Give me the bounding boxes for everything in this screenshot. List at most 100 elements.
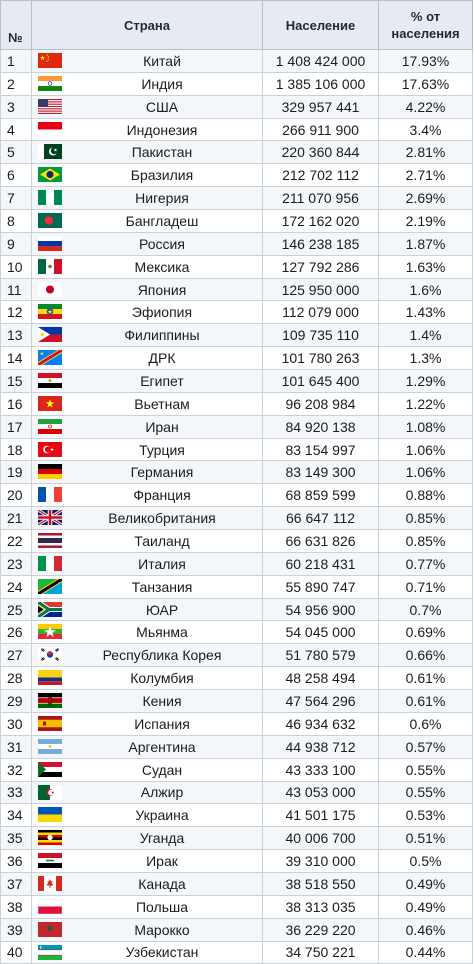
- row-number: 2: [0, 71, 32, 96]
- row-number: 27: [0, 643, 32, 668]
- row-number: 21: [0, 506, 32, 531]
- percent-value: 1.6%: [378, 277, 473, 302]
- country-cell: ДРК: [31, 346, 263, 371]
- table-row: 32 Судан 43 333 100 0.55%: [0, 757, 473, 782]
- population-value: 125 950 000: [262, 277, 379, 302]
- flag-poland-icon: [38, 898, 62, 914]
- country-cell: Турция: [31, 437, 263, 462]
- flag-uzbekistan-icon: [38, 944, 62, 960]
- country-cell: Германия: [31, 460, 263, 485]
- country-cell: Аргентина: [31, 734, 263, 759]
- flag-spain-icon: [38, 715, 62, 731]
- country-name: Индия: [141, 75, 183, 92]
- percent-value: 1.87%: [378, 231, 473, 256]
- population-value: 172 162 020: [262, 209, 379, 233]
- population-value: 220 360 844: [262, 140, 379, 165]
- population-value: 84 920 138: [262, 414, 379, 439]
- percent-value: 2.81%: [378, 140, 473, 165]
- table-row: 26 Мьянма 54 045 000 0.69%: [0, 620, 473, 645]
- flag-china-icon: [38, 53, 62, 68]
- flag-iran-icon: [38, 418, 62, 434]
- population-value: 51 780 579: [262, 643, 379, 668]
- population-value: 211 070 956: [262, 186, 379, 211]
- population-value: 38 313 035: [262, 894, 379, 919]
- row-number: 26: [0, 620, 32, 645]
- country-cell: Испания: [31, 711, 263, 736]
- row-number: 22: [0, 529, 32, 553]
- country-cell: США: [31, 94, 263, 119]
- population-value: 212 702 112: [262, 163, 379, 188]
- table-row: 35 Уганда 40 006 700 0.51%: [0, 826, 473, 851]
- population-value: 329 957 441: [262, 94, 379, 119]
- flag-drc-icon: [38, 350, 62, 366]
- table-row: 17 Иран 84 920 138 1.08%: [0, 414, 473, 439]
- table-row: 27 Республика Корея 51 780 579 0.66%: [0, 643, 473, 668]
- country-cell: Филиппины: [31, 323, 263, 348]
- country-name: Аргентина: [128, 738, 196, 755]
- flag-thailand-icon: [38, 533, 62, 549]
- table-row: 25 ЮАР 54 956 900 0.7%: [0, 597, 473, 622]
- flag-argentina-icon: [38, 738, 62, 754]
- table-row: 5 Пакистан 220 360 844 2.81%: [0, 140, 473, 165]
- flag-usa-icon: [38, 98, 62, 114]
- percent-value: 0.49%: [378, 894, 473, 919]
- row-number: 11: [0, 277, 32, 302]
- country-cell: Индонезия: [31, 117, 263, 142]
- flag-russia-icon: [38, 235, 62, 251]
- population-value: 47 564 296: [262, 689, 379, 713]
- percent-value: 0.61%: [378, 689, 473, 713]
- flag-nigeria-icon: [38, 190, 62, 206]
- country-name: Алжир: [140, 784, 184, 801]
- table-row: 16 Вьетнам 96 208 984 1.22%: [0, 391, 473, 416]
- country-cell: Марокко: [31, 917, 263, 942]
- population-value: 68 859 599: [262, 483, 379, 508]
- flag-south-africa-icon: [38, 601, 62, 617]
- row-number: 8: [0, 209, 32, 233]
- country-name: Эфиопия: [131, 304, 193, 321]
- country-cell: Уганда: [31, 826, 263, 851]
- country-name: Россия: [139, 235, 185, 252]
- flag-egypt-icon: [38, 373, 62, 389]
- percent-value: 3.4%: [378, 117, 473, 142]
- percent-value: 0.7%: [378, 597, 473, 622]
- percent-value: 0.71%: [378, 574, 473, 599]
- row-number: 20: [0, 483, 32, 508]
- row-number: 18: [0, 437, 32, 462]
- country-cell: Судан: [31, 757, 263, 782]
- population-value: 1 385 106 000: [262, 71, 379, 96]
- country-name: Египет: [140, 372, 184, 389]
- population-value: 54 045 000: [262, 620, 379, 645]
- country-cell: Великобритания: [31, 506, 263, 531]
- percent-value: 1.4%: [378, 323, 473, 348]
- percent-value: 0.88%: [378, 483, 473, 508]
- country-name: Германия: [130, 464, 194, 481]
- country-cell: Украина: [31, 803, 263, 828]
- country-name: США: [145, 98, 179, 115]
- percent-value: 1.63%: [378, 254, 473, 279]
- row-number: 25: [0, 597, 32, 622]
- row-number: 17: [0, 414, 32, 439]
- country-name: Танзания: [131, 578, 193, 595]
- flag-vietnam-icon: [38, 395, 62, 411]
- row-number: 33: [0, 780, 32, 805]
- population-value: 40 006 700: [262, 826, 379, 851]
- country-name: Филиппины: [124, 327, 200, 344]
- population-value: 146 238 185: [262, 231, 379, 256]
- table-row: 37 Канада 38 518 550 0.49%: [0, 871, 473, 896]
- percent-value: 1.06%: [378, 437, 473, 462]
- row-number: 10: [0, 254, 32, 279]
- country-name: Марокко: [134, 921, 190, 938]
- country-cell: Пакистан: [31, 140, 263, 165]
- flag-germany-icon: [38, 464, 62, 480]
- country-cell: Узбекистан: [31, 940, 263, 964]
- country-name: Пакистан: [131, 144, 193, 161]
- row-number: 3: [0, 94, 32, 119]
- table-row: 18 Турция 83 154 997 1.06%: [0, 437, 473, 462]
- percent-value: 1.43%: [378, 300, 473, 325]
- flag-algeria-icon: [38, 784, 62, 800]
- percent-value: 0.66%: [378, 643, 473, 668]
- table-row: 11 Япония 125 950 000 1.6%: [0, 277, 473, 302]
- country-name: ДРК: [148, 350, 176, 367]
- population-value: 101 645 400: [262, 369, 379, 393]
- table-row: 2 Индия 1 385 106 000 17.63%: [0, 71, 473, 96]
